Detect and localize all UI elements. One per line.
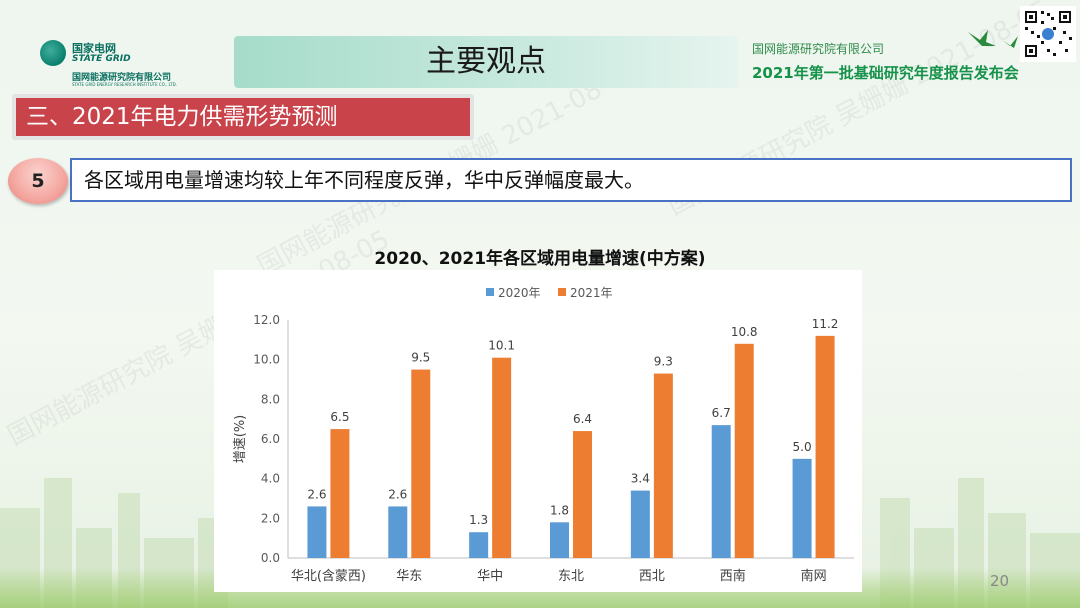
logo-cn: 国家电网 <box>72 42 116 55</box>
bar-2020 <box>550 522 569 558</box>
bar-2021 <box>330 429 350 558</box>
bar-2021 <box>411 369 431 558</box>
logo-subtitle: 国网能源研究院有限公司 <box>72 73 172 83</box>
legend-swatch <box>558 288 566 296</box>
legend-swatch <box>486 288 494 296</box>
data-label: 11.2 <box>812 317 839 331</box>
data-label: 1.3 <box>469 513 488 527</box>
page-number: 20 <box>990 572 1010 590</box>
x-tick-label: 西北 <box>639 569 665 584</box>
bar-2021 <box>573 431 592 558</box>
bar-2020 <box>711 425 731 558</box>
y-tick-label: 12.0 <box>253 313 280 327</box>
data-label: 6.5 <box>330 410 349 424</box>
bar-2020 <box>469 532 489 558</box>
section-banner: 三、2021年电力供需形势预测 <box>12 94 474 140</box>
page-title: 主要观点 <box>426 44 546 79</box>
bar-2020 <box>630 490 650 558</box>
state-grid-logo: 国家电网 STATE GRID 国网能源研究院有限公司 STATE GRID E… <box>38 38 198 88</box>
data-label: 6.7 <box>712 406 731 420</box>
data-label: 5.0 <box>793 440 812 454</box>
bar-2020 <box>307 506 327 558</box>
org-name: 国网能源研究院有限公司 <box>752 42 885 56</box>
section-title: 三、2021年电力供需形势预测 <box>26 104 338 130</box>
y-tick-label: 10.0 <box>253 353 280 367</box>
key-point-number-badge: 5 <box>8 158 68 204</box>
logo-subtitle-en: STATE GRID ENERGY RESEARCH INSTITUTE CO.… <box>72 82 177 87</box>
qr-code-icon <box>1020 6 1076 62</box>
y-tick-label: 2.0 <box>261 511 280 525</box>
x-tick-label: 南网 <box>801 568 827 584</box>
key-point-box: 各区域用电量增速均较上年不同程度反弹，华中反弹幅度最大。 <box>70 158 1072 202</box>
chart-panel: 0.0 2.0 4.0 6.0 8.0 10.0 12.0 增速(%) 2020年 2021年华北… <box>214 270 862 592</box>
bird-logo-icon <box>968 30 1018 48</box>
logo-en: STATE GRID <box>72 54 131 64</box>
data-label: 1.8 <box>550 503 569 517</box>
title-banner: 主要观点 <box>234 36 738 88</box>
data-label: 2.6 <box>388 487 407 501</box>
data-label: 3.4 <box>631 472 650 486</box>
bar-2021 <box>734 343 754 558</box>
chart-title: 2020、2021年各区域用电量增速(中方案) <box>374 249 706 269</box>
y-axis-label: 增速(%) <box>233 415 248 464</box>
event-name: 2021年第一批基础研究年度报告发布会 <box>752 64 1019 82</box>
state-grid-emblem-icon <box>40 40 66 66</box>
y-tick-label: 0.0 <box>261 551 280 565</box>
bar-2021 <box>815 335 835 558</box>
bar-2021 <box>492 357 512 558</box>
legend-label: 2021年 <box>570 286 613 300</box>
bar-2020 <box>388 506 408 558</box>
data-label: 9.3 <box>654 355 673 369</box>
key-point-text: 各区域用电量增速均较上年不同程度反弹，华中反弹幅度最大。 <box>84 168 644 192</box>
bar-chart: 0.0 2.0 4.0 6.0 8.0 10.0 12.0 增速(%) 2020年 2021年华北… <box>233 286 854 584</box>
x-tick-label: 华中 <box>477 569 503 584</box>
x-tick-label: 东北 <box>558 569 584 584</box>
data-label: 10.1 <box>488 339 515 353</box>
data-label: 6.4 <box>573 412 592 426</box>
data-label: 10.8 <box>731 325 758 339</box>
x-tick-label: 华北(含蒙西) <box>291 568 366 584</box>
bar-2020 <box>792 458 812 558</box>
key-point-number: 5 <box>31 170 45 192</box>
data-label: 2.6 <box>307 487 326 501</box>
bar-2021 <box>653 373 673 558</box>
y-tick-label: 4.0 <box>261 472 280 486</box>
legend-label: 2020年 <box>498 286 541 300</box>
x-tick-label: 西南 <box>720 568 746 584</box>
x-tick-label: 华东 <box>396 569 422 584</box>
y-tick-label: 8.0 <box>261 392 280 406</box>
y-tick-label: 6.0 <box>261 432 280 446</box>
data-label: 9.5 <box>411 351 430 365</box>
